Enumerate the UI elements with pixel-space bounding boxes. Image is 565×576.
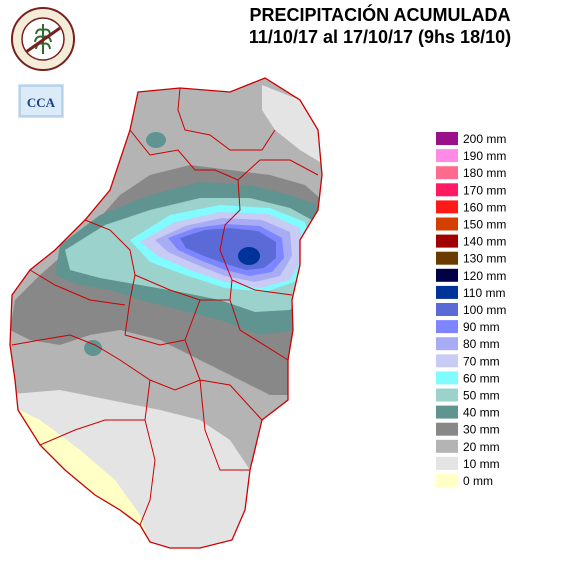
legend-swatch bbox=[436, 149, 458, 163]
legend-label: 10 mm bbox=[463, 457, 500, 471]
legend-swatch bbox=[436, 405, 458, 419]
legend-label: 90 mm bbox=[463, 320, 500, 334]
dept-line-s bbox=[139, 379, 156, 526]
legend-label: 20 mm bbox=[463, 440, 500, 454]
dept-line-center bbox=[219, 179, 293, 296]
legend-swatch bbox=[436, 354, 458, 368]
legend-swatch bbox=[436, 474, 458, 487]
legend-label: 110 mm bbox=[463, 286, 505, 300]
contour-10mm-northeast bbox=[262, 85, 322, 165]
legend-label: 190 mm bbox=[463, 149, 506, 163]
legend-swatch bbox=[436, 439, 458, 453]
legend-swatch bbox=[436, 217, 458, 231]
legend-swatch bbox=[436, 234, 458, 248]
dept-line-sw2 bbox=[39, 419, 145, 446]
legend-label: 80 mm bbox=[463, 337, 500, 351]
legend-label: 140 mm bbox=[463, 235, 506, 249]
legend-swatch bbox=[436, 371, 458, 385]
precipitation-legend: 200 mm 190 mm 180 mm 170 mm 160 mm 150 mm 140 … bbox=[436, 132, 506, 488]
dept-line-north bbox=[177, 87, 276, 151]
legend-swatch bbox=[436, 456, 458, 470]
legend-swatch bbox=[436, 132, 458, 145]
legend-label: 40 mm bbox=[463, 406, 500, 420]
legend-label: 180 mm bbox=[463, 166, 506, 180]
legend-label: 70 mm bbox=[463, 354, 500, 368]
dept-line-sw bbox=[11, 334, 201, 391]
cca-logo-text: CCA bbox=[27, 95, 56, 110]
precipitation-contours bbox=[10, 78, 322, 548]
legend-swatch bbox=[436, 268, 458, 282]
legend-label: 150 mm bbox=[463, 218, 506, 232]
dept-line-w2 bbox=[29, 269, 126, 306]
map-period: 11/10/17 al 17/10/17 (9hs 18/10) bbox=[248, 27, 512, 47]
legend-swatch bbox=[436, 320, 458, 334]
contour-40mm-spot-west bbox=[84, 340, 102, 356]
legend-swatch bbox=[436, 388, 458, 402]
legend-label: 170 mm bbox=[463, 183, 506, 197]
legend-swatch bbox=[436, 337, 458, 351]
map-title: PRECIPITACIÓN ACUMULADA bbox=[249, 5, 511, 25]
legend-swatch bbox=[436, 285, 458, 299]
legend-label: 50 mm bbox=[463, 389, 500, 403]
dept-line-west bbox=[84, 219, 136, 336]
legend-swatch bbox=[436, 251, 458, 265]
legend-swatch bbox=[436, 303, 458, 316]
dept-line-se bbox=[184, 339, 263, 421]
legend-label: 160 mm bbox=[463, 200, 506, 214]
cca-logo: CCA bbox=[18, 84, 64, 118]
department-boundaries bbox=[11, 87, 319, 526]
legend-label: 120 mm bbox=[463, 269, 506, 283]
dept-line-ne bbox=[237, 159, 319, 181]
legend-swatch bbox=[436, 183, 458, 197]
contour-110mm-core bbox=[238, 247, 260, 265]
dept-line-e bbox=[229, 299, 289, 361]
map-title-block: PRECIPITACIÓN ACUMULADA 11/10/17 al 17/1… bbox=[200, 4, 560, 48]
legend-label: 60 mm bbox=[463, 371, 500, 385]
legend-label: 130 mm bbox=[463, 252, 506, 266]
dept-line-c3 bbox=[124, 299, 201, 346]
legend-swatch bbox=[436, 166, 458, 180]
legend-label: 0 mm bbox=[463, 474, 493, 488]
legend-swatch bbox=[436, 422, 458, 436]
dept-line-s2 bbox=[199, 379, 250, 471]
contour-40mm-spot-north bbox=[146, 132, 166, 148]
bolsa-de-cereales-seal-logo bbox=[11, 7, 75, 71]
dept-line-n2 bbox=[129, 129, 239, 181]
legend-swatch bbox=[436, 200, 458, 214]
legend-label: 200 mm bbox=[463, 132, 506, 146]
legend-label: 30 mm bbox=[463, 423, 500, 437]
legend-label: 100 mm bbox=[463, 303, 506, 317]
